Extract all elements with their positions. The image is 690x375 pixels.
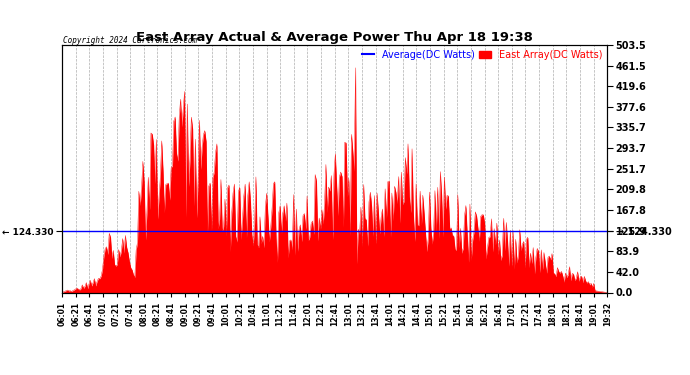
Title: East Array Actual & Average Power Thu Apr 18 19:38: East Array Actual & Average Power Thu Ap… — [136, 31, 533, 44]
Legend: Average(DC Watts), East Array(DC Watts): Average(DC Watts), East Array(DC Watts) — [362, 50, 602, 60]
Text: Copyright 2024 Cartronics.com: Copyright 2024 Cartronics.com — [63, 36, 197, 45]
